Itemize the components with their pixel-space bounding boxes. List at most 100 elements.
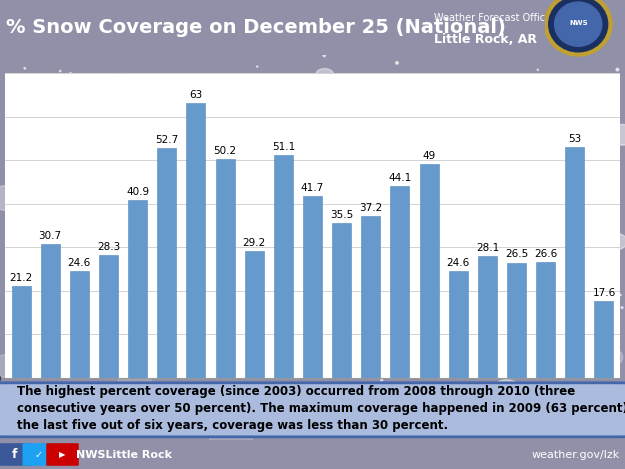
Point <box>77 118 87 125</box>
Point <box>357 150 367 157</box>
Point <box>390 279 400 286</box>
Point <box>534 115 544 122</box>
Point <box>566 421 576 428</box>
Bar <box>594 301 614 378</box>
Point <box>568 345 578 353</box>
Point <box>392 59 402 67</box>
Point <box>496 215 506 222</box>
Point <box>406 98 416 106</box>
Point <box>551 337 561 345</box>
Point <box>8 145 18 152</box>
Point <box>474 356 484 363</box>
Point <box>493 276 503 284</box>
Point <box>409 164 419 172</box>
FancyBboxPatch shape <box>0 383 625 437</box>
Point <box>469 254 479 261</box>
Point <box>291 141 301 148</box>
Text: NWS: NWS <box>569 20 588 26</box>
Point <box>503 310 512 317</box>
Circle shape <box>540 182 552 189</box>
Point <box>163 134 173 142</box>
Point <box>112 286 122 294</box>
Point <box>445 197 455 204</box>
Text: 53: 53 <box>568 134 581 144</box>
Text: Little Rock, AR: Little Rock, AR <box>434 33 538 46</box>
Point <box>537 219 547 227</box>
Point <box>367 284 377 291</box>
Circle shape <box>0 355 26 377</box>
Point <box>238 140 248 147</box>
Circle shape <box>486 279 535 309</box>
Point <box>129 193 139 201</box>
Point <box>237 174 247 181</box>
Point <box>617 304 625 311</box>
Point <box>14 97 24 105</box>
Point <box>441 337 451 344</box>
Point <box>382 423 392 431</box>
Circle shape <box>184 102 191 106</box>
Text: ▶: ▶ <box>59 450 66 459</box>
Bar <box>507 263 526 378</box>
Circle shape <box>360 183 396 205</box>
Point <box>338 415 348 422</box>
Point <box>498 235 508 242</box>
Circle shape <box>27 285 48 297</box>
Text: 24.6: 24.6 <box>447 258 470 268</box>
Point <box>394 156 404 164</box>
Point <box>34 348 44 355</box>
Point <box>110 365 120 373</box>
Circle shape <box>253 345 261 350</box>
Point <box>110 117 120 125</box>
Point <box>566 163 576 171</box>
Point <box>8 143 18 151</box>
Text: 30.7: 30.7 <box>39 231 62 241</box>
Text: 40.9: 40.9 <box>126 187 149 197</box>
Point <box>58 360 68 368</box>
Point <box>472 356 482 364</box>
Point <box>514 265 524 272</box>
Point <box>322 411 332 418</box>
Circle shape <box>537 183 568 203</box>
Text: 35.5: 35.5 <box>330 210 353 220</box>
Point <box>449 212 459 219</box>
FancyBboxPatch shape <box>0 443 31 466</box>
Bar <box>361 216 380 378</box>
Point <box>522 316 532 323</box>
Point <box>52 358 62 365</box>
Bar <box>99 255 118 378</box>
Point <box>354 401 364 408</box>
Text: 44.1: 44.1 <box>388 173 412 183</box>
Point <box>464 273 474 281</box>
Point <box>396 274 406 282</box>
Text: ✓: ✓ <box>35 449 42 460</box>
Text: 41.7: 41.7 <box>301 183 324 193</box>
Point <box>114 264 124 272</box>
Circle shape <box>606 124 625 145</box>
Point <box>511 366 521 373</box>
Point <box>273 260 283 267</box>
Point <box>129 121 139 129</box>
Bar <box>216 159 234 378</box>
Point <box>253 63 262 70</box>
Circle shape <box>575 83 606 102</box>
Bar <box>303 197 322 378</box>
Point <box>19 174 29 182</box>
Point <box>88 191 98 198</box>
Point <box>480 274 490 282</box>
Point <box>79 147 89 155</box>
Point <box>416 324 426 331</box>
Point <box>232 208 242 215</box>
Point <box>229 221 239 229</box>
Text: 63: 63 <box>189 91 202 100</box>
Point <box>65 237 75 245</box>
Point <box>187 100 197 107</box>
Point <box>481 246 491 253</box>
Point <box>207 166 217 173</box>
Point <box>553 221 563 229</box>
Point <box>309 383 319 391</box>
Circle shape <box>118 368 151 388</box>
Point <box>446 404 456 411</box>
Text: % Snow Coverage on December 25 (National): % Snow Coverage on December 25 (National… <box>6 18 506 37</box>
Point <box>72 370 82 377</box>
Point <box>114 238 124 246</box>
